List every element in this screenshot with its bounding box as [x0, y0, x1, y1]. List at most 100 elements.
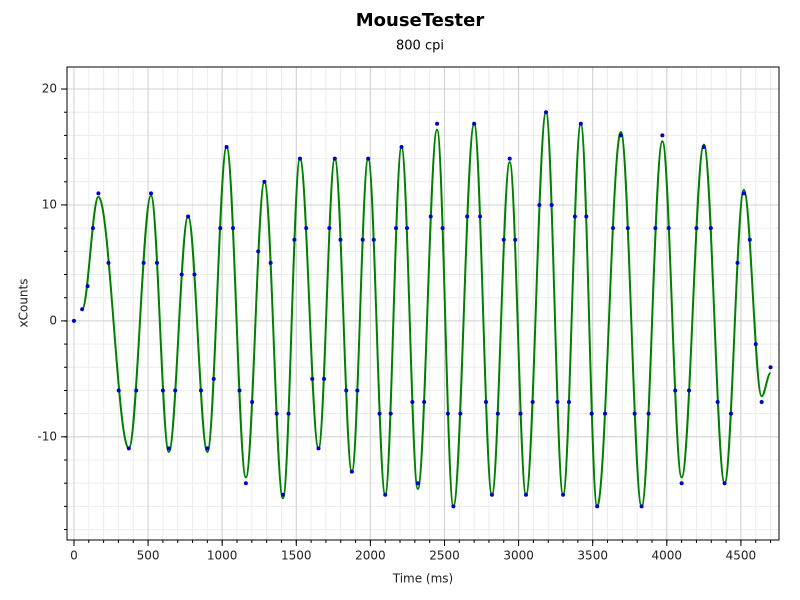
y-axis-label: xCounts — [17, 279, 31, 328]
x-tick-label: 3500 — [577, 549, 608, 563]
x-tick-label: 2500 — [429, 549, 460, 563]
data-point — [292, 237, 297, 242]
data-point — [660, 133, 665, 138]
data-point — [80, 307, 85, 312]
data-point — [154, 260, 159, 265]
data-point — [310, 376, 315, 381]
data-point — [344, 388, 349, 393]
data-point — [735, 260, 740, 265]
x-tick-label: 1000 — [207, 549, 238, 563]
data-point — [173, 388, 178, 393]
data-point — [715, 400, 720, 405]
data-point — [371, 237, 376, 242]
data-point — [388, 411, 393, 416]
data-point — [316, 446, 321, 451]
y-tick-label: 20 — [42, 82, 57, 96]
data-point — [768, 365, 773, 370]
data-point — [561, 492, 566, 497]
data-point — [589, 411, 594, 416]
data-point — [759, 400, 764, 405]
data-line — [81, 111, 772, 508]
data-point — [578, 121, 583, 126]
data-point — [549, 202, 554, 207]
y-tick-label: 10 — [42, 197, 57, 211]
plot-frame — [66, 66, 780, 541]
data-point — [472, 121, 477, 126]
data-point — [198, 388, 203, 393]
data-point — [280, 492, 285, 497]
data-point — [595, 504, 600, 509]
data-point — [415, 481, 420, 486]
data-point — [250, 400, 255, 405]
data-point — [639, 504, 644, 509]
data-point — [524, 492, 529, 497]
data-point — [106, 260, 111, 265]
data-point — [383, 492, 388, 497]
data-point — [530, 400, 535, 405]
x-tick-label: 4500 — [726, 549, 757, 563]
data-point — [555, 400, 560, 405]
data-point — [338, 237, 343, 242]
data-point — [518, 411, 523, 416]
data-point — [584, 214, 589, 219]
data-point — [377, 411, 382, 416]
data-point — [489, 492, 494, 497]
data-point — [286, 411, 291, 416]
data-point — [673, 388, 678, 393]
data-point — [274, 411, 279, 416]
data-point — [90, 226, 95, 231]
data-point — [149, 191, 154, 196]
data-point — [611, 226, 616, 231]
y-tick-label: 0 — [49, 313, 57, 327]
data-point — [458, 411, 463, 416]
data-point — [410, 400, 415, 405]
data-point — [513, 237, 518, 242]
data-point — [435, 121, 440, 126]
x-tick-label: 2000 — [355, 549, 386, 563]
data-point — [230, 226, 235, 231]
data-point — [218, 226, 223, 231]
data-point — [653, 226, 658, 231]
data-point — [572, 214, 577, 219]
chart-subtitle: 800 cpi — [396, 39, 444, 54]
data-point — [537, 202, 542, 207]
data-point — [166, 446, 171, 451]
data-point — [85, 284, 90, 289]
data-point — [544, 110, 549, 115]
data-point — [96, 191, 101, 196]
data-point — [71, 318, 76, 323]
data-point — [134, 388, 139, 393]
data-point — [483, 400, 488, 405]
x-tick-label: 4000 — [652, 549, 683, 563]
x-tick-label: 1500 — [281, 549, 312, 563]
data-point — [747, 237, 752, 242]
data-point — [646, 411, 651, 416]
data-point — [126, 446, 131, 451]
data-point — [741, 191, 746, 196]
data-point — [224, 144, 229, 149]
data-point — [694, 226, 699, 231]
data-point — [495, 411, 500, 416]
data-point — [501, 237, 506, 242]
x-tick-label: 0 — [70, 549, 78, 563]
data-point — [428, 214, 433, 219]
x-tick-label: 500 — [137, 549, 160, 563]
data-point — [297, 156, 302, 161]
data-point — [679, 481, 684, 486]
data-point — [116, 388, 121, 393]
data-point — [256, 249, 261, 254]
data-point — [507, 156, 512, 161]
data-point — [465, 214, 470, 219]
data-point — [394, 226, 399, 231]
data-point — [687, 388, 692, 393]
data-point — [451, 504, 456, 509]
data-point — [349, 469, 354, 474]
data-point — [192, 272, 197, 277]
data-point — [722, 481, 727, 486]
y-tick-label: -10 — [37, 429, 57, 443]
data-point — [360, 237, 365, 242]
data-point — [566, 400, 571, 405]
data-point — [211, 376, 216, 381]
